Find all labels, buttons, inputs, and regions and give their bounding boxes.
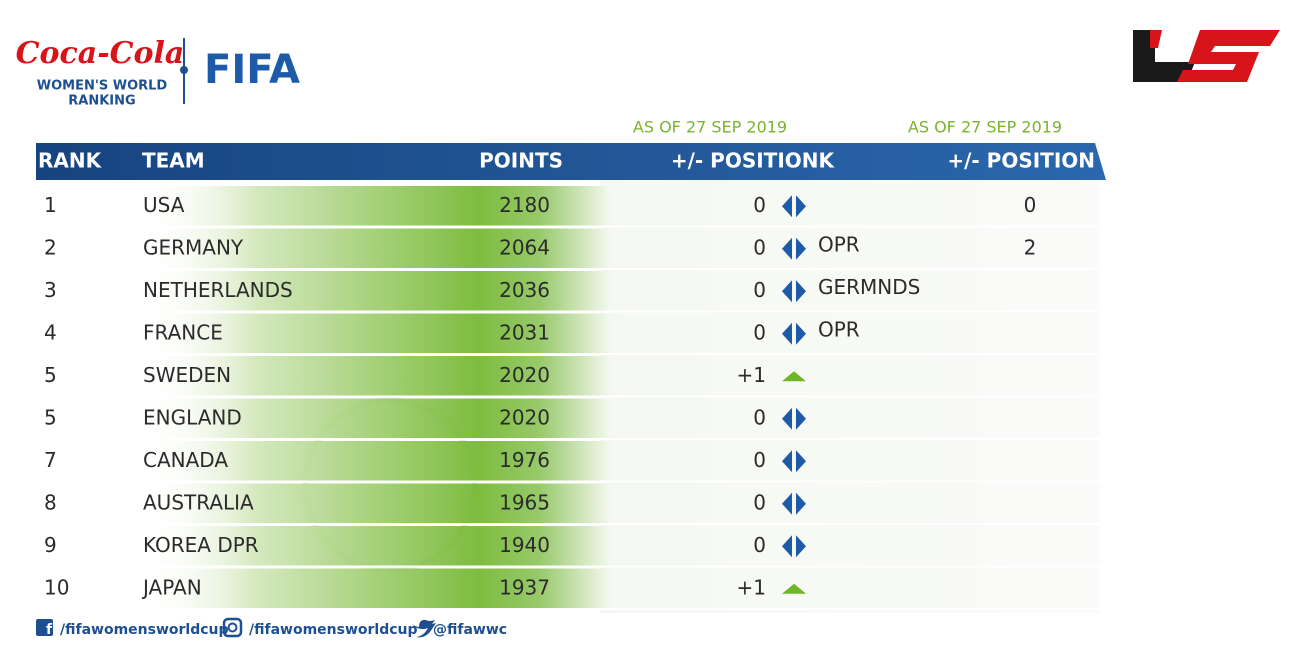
position-change: +1 bbox=[737, 363, 766, 387]
position-change: 0 bbox=[753, 235, 766, 259]
points: 2020 bbox=[499, 405, 550, 429]
rank: 7 bbox=[44, 448, 57, 472]
as-of-date: AS OF 27 SEP 2019 bbox=[633, 118, 787, 137]
team: CANADA bbox=[143, 448, 228, 472]
same-indicator bbox=[782, 195, 806, 218]
same-indicator bbox=[782, 280, 806, 303]
team: ENGLAND bbox=[143, 405, 242, 429]
rank: 5 bbox=[44, 405, 57, 429]
rank: 9 bbox=[44, 533, 57, 557]
facebook-handle: /fifawomensworldcup bbox=[60, 622, 229, 638]
points: 2031 bbox=[499, 320, 550, 344]
position-change: 0 bbox=[753, 533, 766, 557]
position-change: 0 bbox=[753, 448, 766, 472]
team: KOREA DPR bbox=[143, 533, 259, 557]
ghost-change: 2 bbox=[1024, 235, 1037, 259]
position-change: 0 bbox=[753, 405, 766, 429]
position-change: 0 bbox=[753, 490, 766, 514]
twitter-icon bbox=[410, 619, 436, 638]
points: 1965 bbox=[499, 490, 550, 514]
column-header: POINTS bbox=[479, 149, 563, 173]
row-highlight bbox=[140, 568, 610, 608]
same-indicator bbox=[782, 450, 806, 473]
ghost-team: OPR bbox=[818, 232, 860, 256]
facebook-icon: f bbox=[36, 619, 53, 638]
team: SWEDEN bbox=[143, 363, 231, 387]
row-highlight bbox=[140, 186, 610, 226]
as-of-date: AS OF 27 SEP 2019 bbox=[908, 118, 1062, 137]
same-indicator bbox=[782, 535, 806, 558]
up-indicator bbox=[782, 583, 806, 594]
team: USA bbox=[143, 193, 185, 217]
background-fade bbox=[600, 143, 1100, 613]
instagram-icon bbox=[222, 617, 243, 638]
team: JAPAN bbox=[141, 575, 202, 599]
rank: 1 bbox=[44, 193, 57, 217]
column-header: +/- POSITION bbox=[947, 149, 1095, 173]
row-highlight bbox=[140, 228, 610, 268]
twitter-handle: @fifawwc bbox=[433, 622, 507, 638]
up-indicator bbox=[782, 371, 806, 382]
row-highlight bbox=[140, 271, 610, 311]
row-highlight bbox=[140, 441, 610, 481]
rank: 8 bbox=[44, 490, 57, 514]
rank: 10 bbox=[44, 575, 69, 599]
ghost-team: OPR bbox=[818, 317, 860, 341]
rank: 2 bbox=[44, 235, 57, 259]
position-change: 0 bbox=[753, 320, 766, 344]
column-header: +/- POSITIONK bbox=[671, 149, 836, 173]
team: GERMANY bbox=[143, 235, 244, 259]
points: 1940 bbox=[499, 533, 550, 557]
corner-logo bbox=[1133, 30, 1280, 82]
row-highlight bbox=[140, 356, 610, 396]
rank: 3 bbox=[44, 278, 57, 302]
row-highlight bbox=[140, 483, 610, 523]
ghost-change: 0 bbox=[1024, 193, 1037, 217]
team: AUSTRALIA bbox=[143, 490, 254, 514]
fifa-logo: FIFA bbox=[204, 47, 300, 93]
points: 1976 bbox=[499, 448, 550, 472]
position-change: 0 bbox=[753, 193, 766, 217]
same-indicator bbox=[782, 237, 806, 260]
points: 2020 bbox=[499, 363, 550, 387]
brand-line: WOMEN'S WORLD bbox=[37, 79, 168, 94]
points: 2064 bbox=[499, 235, 550, 259]
same-indicator bbox=[782, 407, 806, 430]
brand-logo: Coca-Cola bbox=[16, 36, 185, 71]
team: FRANCE bbox=[143, 320, 223, 344]
header-bar bbox=[36, 143, 1106, 180]
column-header: RANK bbox=[38, 149, 103, 173]
svg-text:f: f bbox=[46, 622, 53, 638]
rank: 4 bbox=[44, 320, 57, 344]
position-change: 0 bbox=[753, 278, 766, 302]
row-highlight bbox=[140, 526, 610, 566]
column-header: TEAM bbox=[142, 149, 205, 173]
same-indicator bbox=[782, 322, 806, 345]
row-highlight bbox=[140, 398, 610, 438]
points: 1937 bbox=[499, 575, 550, 599]
points: 2180 bbox=[499, 193, 550, 217]
points: 2036 bbox=[499, 278, 550, 302]
brand-line: RANKING bbox=[68, 94, 135, 109]
instagram-handle: /fifawomensworldcup bbox=[249, 622, 418, 638]
team: NETHERLANDS bbox=[143, 278, 293, 302]
ghost-team: GERMNDS bbox=[818, 275, 920, 299]
row-highlight bbox=[140, 313, 610, 353]
same-indicator bbox=[782, 492, 806, 515]
rank: 5 bbox=[44, 363, 57, 387]
position-change: +1 bbox=[737, 575, 766, 599]
divider-dot bbox=[180, 66, 188, 74]
